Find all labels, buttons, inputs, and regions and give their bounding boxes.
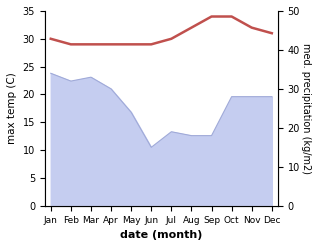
Y-axis label: med. precipitation (kg/m2): med. precipitation (kg/m2) xyxy=(301,43,311,174)
X-axis label: date (month): date (month) xyxy=(120,230,203,240)
Y-axis label: max temp (C): max temp (C) xyxy=(7,72,17,144)
